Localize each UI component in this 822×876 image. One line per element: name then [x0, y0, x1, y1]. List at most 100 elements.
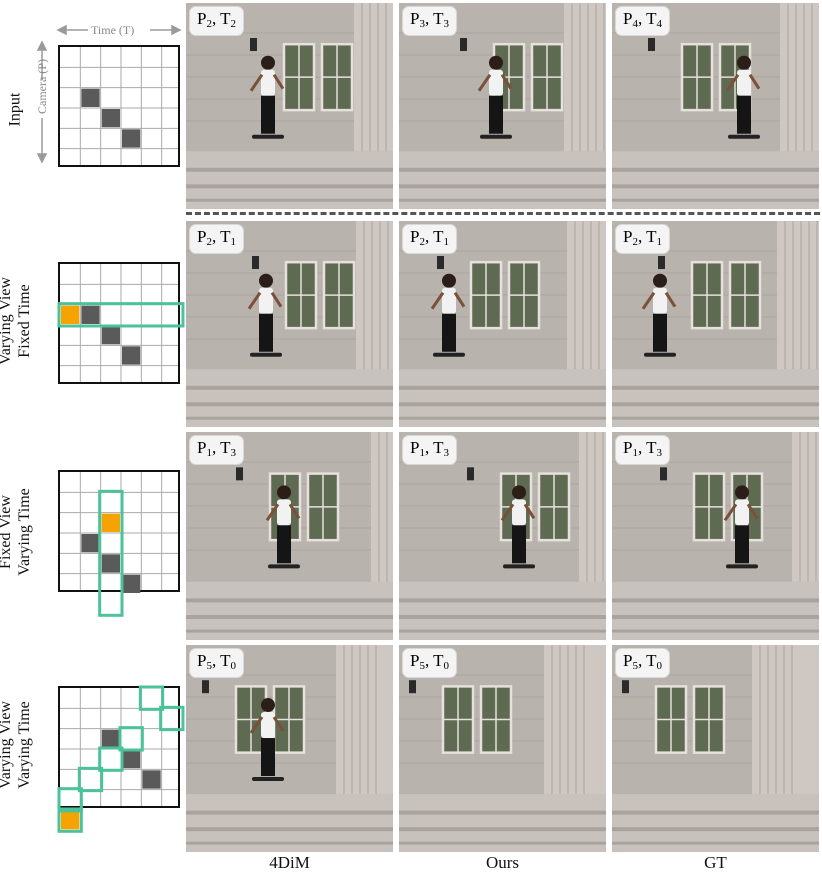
step-edge	[399, 810, 606, 815]
person-pants	[489, 95, 503, 134]
image-panel-row1-gt: P2, T1	[612, 221, 819, 427]
tag-t-index: 1	[656, 236, 663, 248]
gray-cell	[121, 346, 141, 365]
wall-lamp	[660, 467, 667, 481]
skateboard	[268, 564, 300, 569]
person-shirt	[259, 287, 273, 314]
tag-p-index: 5	[419, 660, 425, 672]
step-edge	[612, 841, 819, 845]
person-arm	[500, 503, 515, 522]
person-head	[737, 55, 751, 70]
skateboard	[252, 134, 284, 139]
person-shirt	[512, 499, 526, 526]
tag-p-index: 5	[206, 660, 212, 672]
image-panel-row3-ours: P5, T0	[399, 645, 606, 852]
green-outline	[57, 302, 185, 328]
pillar	[777, 221, 819, 370]
column-label-ours: Ours	[485, 853, 520, 872]
tag-p-letter: P	[410, 9, 420, 28]
pose-time-tag: P3, T3	[402, 6, 458, 36]
tag-t-index: 3	[230, 447, 237, 459]
grid-varying-view-varying-time	[57, 685, 185, 833]
gray-cell	[121, 129, 141, 148]
camera-axis-label: Camera (P)	[35, 59, 49, 114]
skateboard	[433, 352, 465, 357]
tag-t-letter: , T	[211, 438, 231, 457]
tag-t-index: 0	[443, 660, 450, 672]
step-edge	[399, 385, 606, 390]
person-head	[512, 485, 526, 500]
gray-cell	[121, 574, 141, 593]
scene-photo	[186, 432, 393, 640]
step-edge	[612, 167, 819, 172]
tag-t-index: 0	[656, 660, 663, 672]
pose-time-tag: P5, T0	[402, 648, 458, 678]
gray-cell	[81, 88, 100, 107]
step-edge	[399, 402, 606, 407]
person-head	[735, 485, 749, 500]
grid-input	[58, 45, 180, 167]
person-arm	[272, 716, 285, 732]
gray-cell	[81, 533, 100, 553]
person-arm	[664, 291, 677, 308]
pose-time-tag: P2, T1	[615, 224, 671, 254]
image-panel-row2-4dim: P1, T3	[186, 432, 393, 640]
column-label-4dim: 4DiM	[269, 853, 310, 872]
tag-t-index: 3	[443, 447, 450, 459]
skateboard	[252, 777, 284, 782]
person-arm	[270, 291, 283, 308]
person-pants	[261, 95, 275, 134]
tag-p-letter: P	[623, 651, 633, 670]
person-arm	[725, 73, 740, 92]
person-arm	[500, 73, 513, 90]
step-edge	[612, 385, 819, 390]
gray-cell	[101, 729, 120, 748]
step-edge	[399, 416, 606, 420]
wall-lamp	[409, 680, 416, 694]
time-axis-label: Time (T)	[91, 23, 134, 37]
tag-t-index: 2	[230, 18, 237, 30]
tag-p-index: 5	[632, 660, 638, 672]
gray-cell	[101, 325, 120, 345]
person-arm	[453, 291, 466, 308]
pillar	[752, 645, 819, 795]
wall-lamp	[437, 256, 444, 270]
gray-cell	[81, 305, 100, 324]
person-arm	[746, 503, 759, 520]
tag-p-letter: P	[623, 227, 633, 246]
row-label-input: Input	[6, 92, 24, 127]
wall-lamp	[250, 38, 257, 52]
wall-lamp	[648, 38, 655, 52]
image-panel-row1-4dim: P2, T1	[186, 221, 393, 427]
green-outline	[98, 489, 124, 617]
person-shirt	[735, 499, 749, 526]
wall-lamp	[658, 256, 665, 270]
step-edge	[186, 167, 393, 172]
person-head	[261, 698, 275, 713]
person-arm	[265, 503, 280, 522]
scene-photo	[399, 432, 606, 640]
wall-lamp	[622, 680, 629, 694]
person-arm	[430, 291, 445, 310]
pillar	[371, 432, 393, 582]
green-outline	[98, 746, 124, 772]
tag-p-index: 4	[632, 18, 638, 30]
scene-photo	[612, 645, 819, 852]
step-edge	[612, 615, 819, 620]
image-panel-row0-gt: P4, T4	[612, 3, 819, 209]
tag-p-letter: P	[197, 438, 207, 457]
tag-t-letter: , T	[211, 227, 231, 246]
input-separator-dashed-line	[186, 212, 820, 215]
orange-cell	[61, 305, 80, 324]
step-edge	[186, 827, 393, 832]
green-outline	[159, 705, 185, 732]
step-edge	[186, 841, 393, 845]
pose-time-tag: P2, T1	[402, 224, 458, 254]
person-pants	[512, 525, 526, 564]
person-pants	[735, 525, 749, 564]
wall-lamp	[202, 680, 209, 694]
person-arm	[272, 73, 285, 90]
image-panel-row2-ours: P1, T3	[399, 432, 606, 640]
scene-photo	[399, 221, 606, 427]
step-edge	[399, 184, 606, 189]
